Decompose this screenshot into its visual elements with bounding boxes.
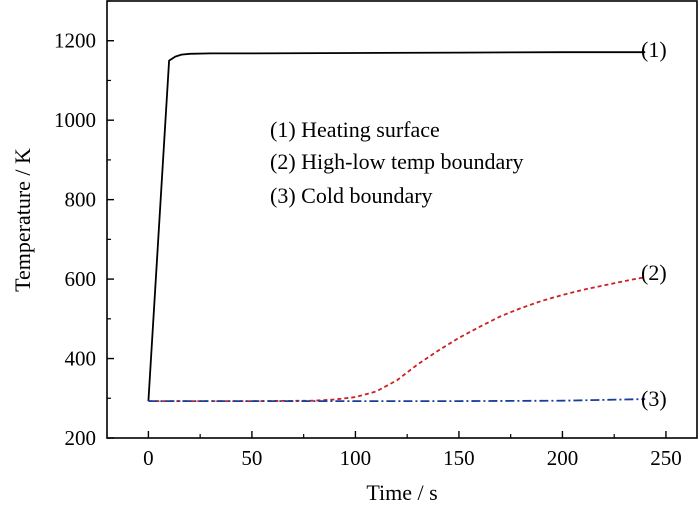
series-line-1	[147, 51, 646, 402]
plot-frame	[106, 0, 698, 439]
legend-entry-1: (1) Heating surface	[270, 117, 440, 142]
legend: (1) Heating surface (2) High-low temp bo…	[270, 117, 524, 208]
x-axis-title: Time / s	[366, 480, 437, 505]
y-tick-label: 400	[65, 347, 97, 371]
series-label-2: (2)	[641, 260, 667, 285]
y-tick-label: 200	[65, 426, 97, 450]
x-tick-label: 150	[443, 446, 475, 470]
series-layer	[147, 51, 646, 403]
series-label-1: (1)	[641, 37, 667, 62]
legend-entry-3: (3) Cold boundary	[270, 183, 433, 208]
ticks-layer: 0 50 100 150 200 250 200 400 600 800 1000 1200	[54, 0, 682, 470]
y-axis-title: Temperature / K	[10, 148, 35, 292]
y-tick-label: 1000	[54, 108, 96, 132]
x-tick-label: 0	[143, 446, 154, 470]
x-tick-label: 100	[340, 446, 372, 470]
x-tick-label: 200	[547, 446, 579, 470]
y-tick-label: 1200	[54, 29, 96, 53]
y-tick-label: 800	[65, 188, 97, 212]
x-tick-label: 50	[241, 446, 262, 470]
x-tick-label: 250	[650, 446, 682, 470]
y-tick-label: 600	[65, 267, 97, 291]
legend-entry-2: (2) High-low temp boundary	[270, 149, 524, 174]
series-label-3: (3)	[641, 386, 667, 411]
series-line-2	[148, 276, 646, 403]
series-line-3	[148, 398, 646, 403]
